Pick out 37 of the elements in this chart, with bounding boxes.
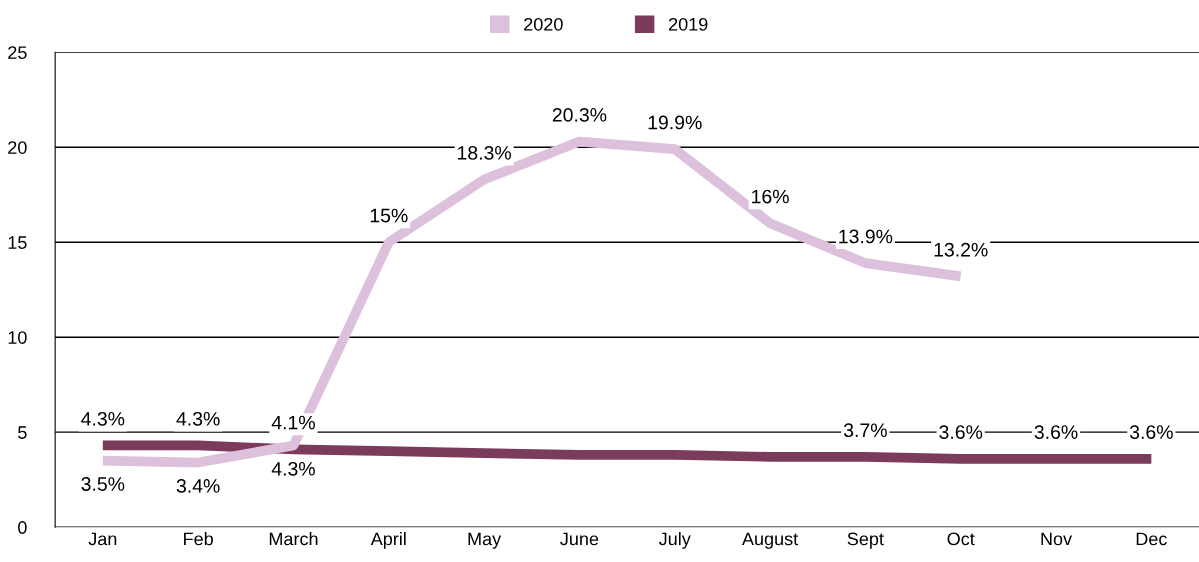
data-label: 19.9% [648,115,702,130]
y-tick-label: 5 [18,426,27,439]
legend-label: 2019 [669,17,708,31]
data-label: 15% [370,208,408,223]
data-label: 18.3% [458,145,511,160]
x-tick-label: Jan [88,532,117,546]
data-label: 4.3% [271,461,315,476]
data-label: 13.9% [839,229,893,244]
data-label: 13.2% [934,242,988,257]
legend-label: 2020 [524,17,563,31]
x-tick-label: Dec [1136,532,1167,546]
data-label: 4.3% [81,411,125,426]
data-label: 3.4% [176,479,220,493]
x-tick-label: Sept [847,532,884,549]
data-label: 4.3% [176,411,220,426]
x-tick-label: June [560,532,599,546]
data-label: 3.7% [843,423,887,438]
data-label: 3.6% [1034,425,1078,439]
data-label: 3.5% [81,477,125,491]
y-tick-label: 15 [8,236,27,249]
data-label: 20.3% [552,108,607,122]
x-tick-label: March [269,532,318,546]
x-tick-label: July [658,532,691,549]
y-tick-label: 20 [8,141,27,154]
x-tick-label: Feb [184,532,213,546]
x-tick-label: Oct [947,532,975,546]
y-tick-label: 25 [8,46,27,59]
data-label: 3.6% [1129,425,1173,439]
x-tick-label: May [468,532,502,549]
data-label: 16% [752,189,789,204]
data-label: 4.1% [271,415,315,430]
x-tick-label: Nov [1041,532,1073,546]
y-tick-label: 0 [18,521,27,534]
y-tick-label: 10 [8,331,27,344]
x-tick-label: August [741,532,799,549]
data-label: 3.6% [939,425,983,439]
x-tick-label: April [370,532,406,549]
